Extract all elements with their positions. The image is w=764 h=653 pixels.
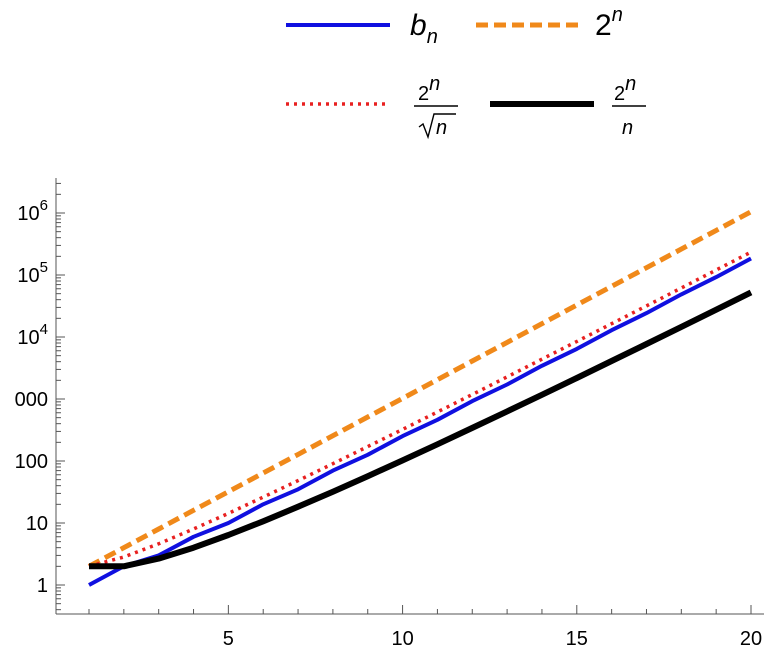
y-tick-label: 000 <box>15 389 48 411</box>
legend-label-2n-n: 2n n <box>612 73 646 139</box>
legend-label-2n: 2n <box>595 4 623 42</box>
svg-text:n: n <box>436 117 447 139</box>
svg-text:2n: 2n <box>614 73 636 105</box>
series-line-2n-n <box>89 289 753 570</box>
y-tick-label: 100 <box>15 451 48 473</box>
y-tick-label: 104 <box>17 321 48 349</box>
series-lines <box>87 209 753 587</box>
x-tick-label: 20 <box>740 628 762 650</box>
x-tick-label: 15 <box>566 628 588 650</box>
x-tick-label: 10 <box>391 628 413 650</box>
legend-label-bn: bn <box>410 9 438 48</box>
series-line-2n-sqrt-n <box>88 250 752 568</box>
ticks <box>56 182 752 614</box>
y-tick-label: 10 <box>26 513 48 535</box>
y-tick-label: 106 <box>17 197 48 225</box>
legend-label-2n-sqrt-n: 2n n <box>414 73 458 140</box>
y-tick-label: 105 <box>17 259 48 287</box>
y-tick-label: 1 <box>37 575 48 597</box>
legend: bn 2n 2n n 2n n <box>286 4 646 140</box>
x-tick-label: 5 <box>223 628 234 650</box>
svg-text:n: n <box>622 117 633 139</box>
series-line-bn <box>88 256 752 587</box>
series-line-2n <box>87 209 753 569</box>
tick-labels: 5 10 15 20 1 10 100 000 104 105 106 <box>15 197 763 650</box>
svg-text:2n: 2n <box>418 73 440 105</box>
